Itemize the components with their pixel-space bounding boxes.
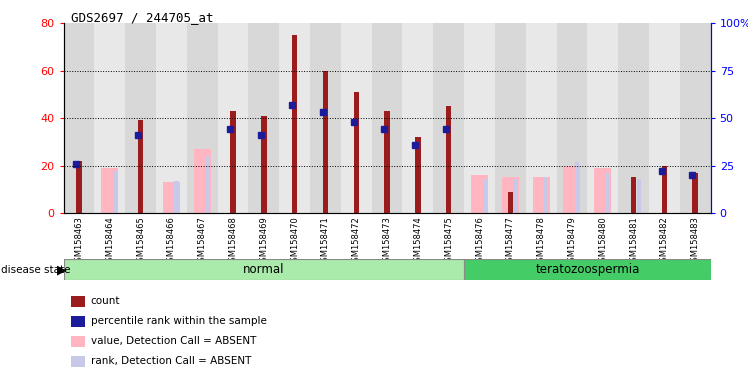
Text: value, Detection Call = ABSENT: value, Detection Call = ABSENT — [91, 336, 256, 346]
Bar — [508, 192, 513, 213]
Bar — [482, 179, 487, 213]
Bar — [94, 23, 125, 213]
Bar — [631, 177, 637, 213]
Bar — [156, 23, 187, 213]
Text: count: count — [91, 296, 120, 306]
Bar — [230, 111, 236, 213]
Bar — [101, 168, 118, 213]
Bar — [637, 179, 640, 213]
Bar — [545, 177, 548, 213]
Text: ▶: ▶ — [57, 263, 67, 276]
Bar — [526, 23, 557, 213]
Bar — [384, 111, 390, 213]
Text: rank, Detection Call = ABSENT: rank, Detection Call = ABSENT — [91, 356, 251, 366]
Bar — [322, 71, 328, 213]
Bar — [495, 23, 526, 213]
Bar — [606, 173, 610, 213]
Text: disease state: disease state — [1, 265, 70, 275]
Text: teratozoospermia: teratozoospermia — [535, 263, 640, 276]
Bar — [402, 23, 433, 213]
Bar — [446, 106, 452, 213]
Bar — [163, 182, 180, 213]
Bar — [502, 177, 519, 213]
Bar — [354, 92, 359, 213]
Bar — [372, 23, 402, 213]
Bar — [557, 23, 587, 213]
Bar — [680, 23, 711, 213]
Bar — [649, 23, 680, 213]
Bar — [279, 23, 310, 213]
Bar — [310, 23, 341, 213]
Text: GDS2697 / 244705_at: GDS2697 / 244705_at — [71, 12, 214, 25]
Bar — [618, 23, 649, 213]
Bar — [187, 23, 218, 213]
Bar — [415, 137, 420, 213]
Bar — [125, 23, 156, 213]
Bar — [174, 181, 179, 213]
Bar — [64, 259, 464, 280]
Bar — [533, 177, 550, 213]
Bar — [341, 23, 372, 213]
Bar — [563, 166, 580, 213]
Bar — [513, 179, 518, 213]
Bar — [464, 259, 711, 280]
Bar — [575, 162, 579, 213]
Bar — [76, 161, 82, 213]
Text: percentile rank within the sample: percentile rank within the sample — [91, 316, 266, 326]
Bar — [662, 166, 667, 213]
Bar — [464, 23, 495, 213]
Bar — [205, 156, 209, 213]
Bar — [138, 121, 144, 213]
Bar — [595, 168, 611, 213]
Bar — [218, 23, 248, 213]
Bar — [433, 23, 464, 213]
Bar — [471, 175, 488, 213]
Bar — [113, 171, 117, 213]
Bar — [194, 149, 211, 213]
Bar — [693, 173, 698, 213]
Bar — [292, 35, 298, 213]
Bar — [248, 23, 279, 213]
Bar — [64, 23, 94, 213]
Bar — [587, 23, 618, 213]
Bar — [261, 116, 266, 213]
Text: normal: normal — [243, 263, 284, 276]
